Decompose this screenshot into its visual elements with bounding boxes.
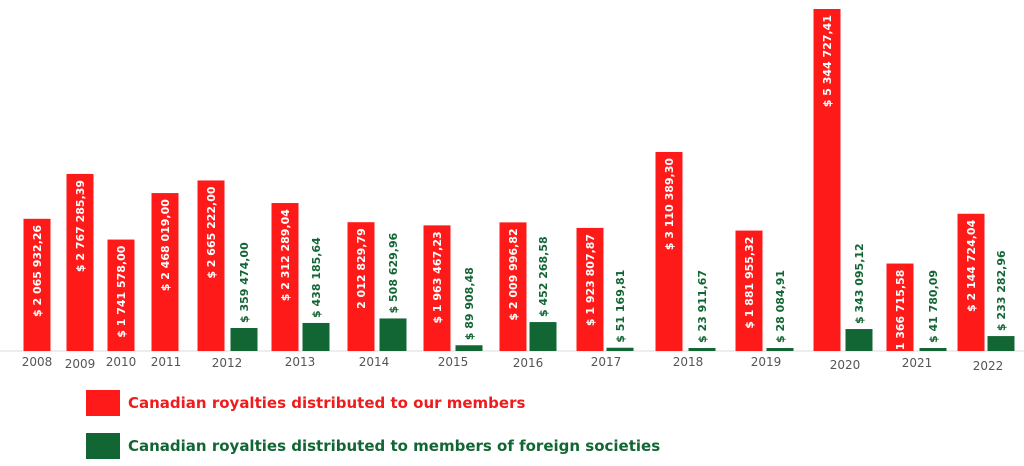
data-label-members-2010: $ 1 741 578,00 [115, 245, 128, 338]
bar-members-2009 [66, 173, 94, 351]
bar-foreign-2020 [845, 329, 873, 351]
legend-label-foreign: Canadian royalties distributed to member… [128, 437, 661, 455]
bar-members-2008 [23, 218, 51, 351]
data-label-members-2021: $ 1 366 715,58 [894, 270, 907, 362]
bar-members-2014 [347, 222, 375, 351]
legend-swatch-members [86, 390, 120, 416]
bar-foreign-2016 [529, 322, 557, 351]
bar-foreign-2015 [455, 345, 483, 351]
legend-item-members: Canadian royalties distributed to our me… [86, 390, 525, 416]
data-label-members-2014: 2 012 829,79 [355, 228, 368, 309]
data-label-foreign-2022: $ 233 282,96 [995, 250, 1008, 331]
data-label-members-2009: $ 2 767 285,39 [74, 180, 87, 272]
data-label-foreign-2013: $ 438 185,64 [310, 237, 323, 318]
bar-members-2015 [423, 225, 451, 351]
data-label-foreign-2017: $ 51 169,81 [614, 270, 627, 343]
data-label-foreign-2019: $ 28 084,91 [774, 270, 787, 343]
bar-members-2019 [735, 230, 763, 351]
data-label-foreign-2021: $ 41 780,09 [927, 270, 940, 343]
bar-members-2022 [957, 213, 985, 351]
bar-members-2013 [271, 203, 299, 351]
legend-label-members: Canadian royalties distributed to our me… [128, 394, 526, 412]
x-tick-label-2010: 2010 [106, 355, 137, 369]
x-tick-label-2008: 2008 [22, 355, 53, 369]
data-label-members-2018: $ 3 110 389,30 [663, 158, 676, 251]
data-label-members-2022: $ 2 144 724,04 [965, 219, 978, 312]
data-label-members-2012: $ 2 665 222,00 [205, 186, 218, 279]
data-label-members-2008: $ 2 065 932,26 [31, 224, 44, 317]
x-tick-label-2022: 2022 [973, 359, 1004, 373]
data-label-foreign-2012: $ 359 474,00 [238, 242, 251, 323]
x-tick-label-2014: 2014 [359, 355, 390, 369]
data-label-foreign-2020: $ 343 095,12 [853, 243, 866, 324]
x-tick-label-2011: 2011 [151, 355, 182, 369]
bar-foreign-2018 [688, 348, 716, 351]
data-label-members-2019: $ 1 881 955,32 [743, 237, 756, 329]
data-label-foreign-2018: $ 23 911,67 [696, 270, 709, 343]
legend-swatch-foreign [86, 433, 120, 459]
bar-foreign-2014 [379, 318, 407, 351]
x-tick-label-2020: 2020 [830, 358, 861, 372]
bar-foreign-2021 [919, 348, 947, 351]
bar-members-2016 [499, 222, 527, 351]
bar-foreign-2012 [230, 327, 258, 351]
data-label-members-2015: $ 1 963 467,23 [431, 231, 444, 323]
bar-foreign-2019 [766, 348, 794, 351]
x-tick-label-2017: 2017 [591, 355, 622, 369]
bar-members-2012 [197, 180, 225, 351]
data-label-foreign-2016: $ 452 268,58 [537, 236, 550, 317]
bar-members-2021 [886, 263, 914, 351]
royalties-bar-chart: $ 2 065 932,26 2008 $ 2 767 285,39 2009 $ 1 … [0, 9, 1024, 373]
data-label-members-2020: $ 5 344 727,41 [821, 15, 834, 107]
data-label-foreign-2014: $ 508 629,96 [387, 232, 400, 313]
bar-members-2020 [813, 9, 841, 351]
bar-members-2010 [107, 239, 135, 351]
bar-foreign-2013 [302, 322, 330, 351]
x-tick-label-2016: 2016 [513, 356, 544, 370]
x-tick-label-2021: 2021 [902, 356, 933, 370]
bar-foreign-2022 [987, 336, 1015, 351]
bar-members-2017 [576, 227, 604, 351]
bar-members-2011 [151, 193, 179, 351]
x-tick-label-2009: 2009 [65, 357, 96, 371]
data-label-members-2017: $ 1 923 807,87 [584, 234, 597, 326]
data-label-members-2011: $ 2 468 019,00 [159, 199, 172, 292]
data-label-members-2013: $ 2 312 289,04 [279, 209, 292, 302]
bar-members-2018 [655, 151, 683, 351]
x-tick-label-2015: 2015 [438, 355, 469, 369]
bar-foreign-2017 [606, 347, 634, 351]
data-label-members-2016: $ 2 009 996,82 [507, 228, 520, 320]
x-tick-label-2012: 2012 [212, 356, 243, 370]
x-tick-label-2018: 2018 [673, 355, 704, 369]
data-label-foreign-2015: $ 89 908,48 [463, 267, 476, 340]
x-tick-label-2019: 2019 [751, 355, 782, 369]
x-tick-label-2013: 2013 [285, 355, 316, 369]
legend-item-foreign: Canadian royalties distributed to member… [86, 433, 660, 459]
